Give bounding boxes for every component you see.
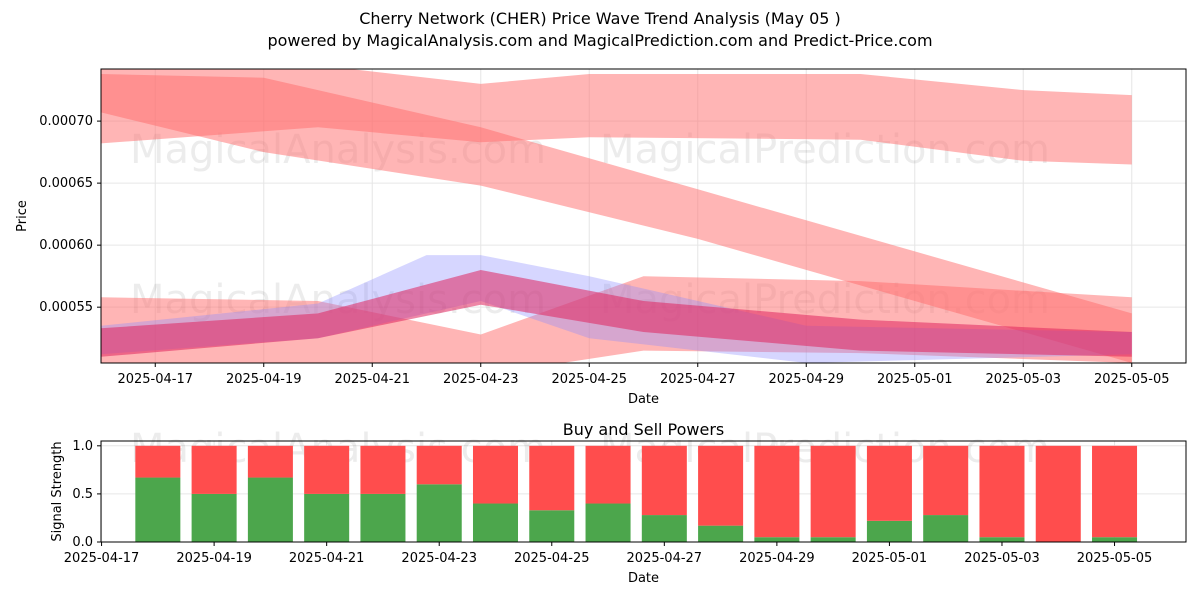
x-axis-label: Date xyxy=(628,571,659,586)
x-tick-label: 2025-04-19 xyxy=(176,551,252,566)
buy-bar xyxy=(304,493,350,542)
buy-bar xyxy=(923,515,969,542)
sell-bar xyxy=(698,445,744,526)
buy-bar xyxy=(191,493,237,542)
x-tick-label: 2025-04-21 xyxy=(334,372,410,387)
y-axis-label: Signal Strength xyxy=(50,441,65,541)
sell-bar xyxy=(529,445,575,511)
buy-bar xyxy=(416,484,462,542)
plot-frame xyxy=(100,440,1187,543)
sell-bar xyxy=(1092,445,1138,538)
x-tick-label: 2025-04-27 xyxy=(660,372,736,387)
buy-bar xyxy=(472,503,519,542)
buy-bar xyxy=(641,515,687,542)
buy-bar xyxy=(247,477,293,542)
buy-bar xyxy=(1092,537,1138,542)
y-tick-label: 0.0 xyxy=(72,535,93,550)
y-tick-label: 0.00070 xyxy=(39,114,93,129)
plot-frame xyxy=(100,68,1187,364)
sell-bar xyxy=(979,445,1025,538)
sell-bar xyxy=(1035,445,1081,542)
x-tick-label: 2025-04-25 xyxy=(551,372,627,387)
sell-bar xyxy=(866,445,912,521)
buy-bar xyxy=(585,503,631,542)
price-band-red xyxy=(101,69,1132,165)
price-band-dark xyxy=(101,270,1132,357)
buy-bar xyxy=(135,477,181,542)
x-tick-label: 2025-04-19 xyxy=(226,372,302,387)
x-tick-label: 2025-05-05 xyxy=(1077,551,1153,566)
x-tick-label: 2025-04-17 xyxy=(64,551,140,566)
x-tick-label: 2025-04-29 xyxy=(768,372,844,387)
sell-bar xyxy=(641,445,687,516)
sell-bar xyxy=(416,445,462,485)
sell-bar xyxy=(191,445,237,494)
sell-bar xyxy=(247,445,293,478)
chart-subtitle: powered by MagicalAnalysis.com and Magic… xyxy=(267,31,933,50)
buy-bar xyxy=(754,537,800,542)
sell-bar xyxy=(135,445,181,478)
x-tick-label: 2025-04-17 xyxy=(117,372,193,387)
buy-bar xyxy=(360,493,406,542)
x-tick-label: 2025-04-29 xyxy=(739,551,815,566)
x-tick-label: 2025-05-01 xyxy=(877,372,953,387)
buy-bar xyxy=(979,537,1025,542)
price-band-red xyxy=(101,74,1132,363)
y-tick-label: 0.00065 xyxy=(39,176,93,191)
x-tick-label: 2025-05-05 xyxy=(1094,372,1170,387)
x-tick-label: 2025-04-21 xyxy=(289,551,365,566)
chart-title: Cherry Network (CHER) Price Wave Trend A… xyxy=(359,9,841,28)
sell-bar xyxy=(923,445,969,516)
x-tick-label: 2025-04-27 xyxy=(627,551,703,566)
bar-chart-title: Buy and Sell Powers xyxy=(563,420,725,439)
x-tick-label: 2025-04-23 xyxy=(401,551,477,566)
x-tick-label: 2025-04-25 xyxy=(514,551,590,566)
sell-bar xyxy=(360,445,406,494)
x-axis-label: Date xyxy=(628,392,659,407)
buy-bar xyxy=(866,520,912,542)
y-axis-label: Price xyxy=(15,200,30,232)
buy-bar xyxy=(810,537,856,542)
x-tick-label: 2025-05-03 xyxy=(964,551,1040,566)
y-tick-label: 0.00055 xyxy=(39,300,93,315)
y-tick-label: 0.5 xyxy=(72,487,93,502)
sell-bar xyxy=(472,445,519,504)
x-tick-label: 2025-05-01 xyxy=(852,551,928,566)
x-tick-label: 2025-05-03 xyxy=(985,372,1061,387)
sell-bar xyxy=(754,445,800,538)
sell-bar xyxy=(304,445,350,494)
y-tick-label: 0.00060 xyxy=(39,238,93,253)
price-bands xyxy=(101,69,1132,363)
y-tick-label: 1.0 xyxy=(72,439,93,454)
buy-bar xyxy=(529,510,575,542)
x-tick-label: 2025-04-23 xyxy=(443,372,519,387)
buy-bar xyxy=(698,525,744,542)
sell-bar xyxy=(585,445,631,504)
sell-bar xyxy=(810,445,856,538)
